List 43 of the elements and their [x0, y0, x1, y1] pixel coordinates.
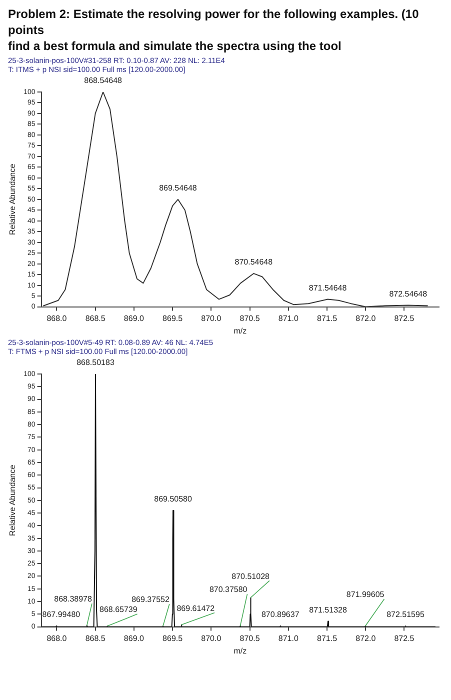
annotation: 871.99605	[346, 590, 385, 600]
annotation: 872.51595	[386, 610, 425, 620]
x-tick-label: 870.5	[240, 634, 260, 643]
annotation: 868.38978	[54, 594, 93, 604]
x-tick-label: 868.5	[85, 634, 106, 643]
x-tick-label: 871.5	[317, 634, 338, 643]
annotation: 870.89637	[261, 610, 300, 620]
y-axis-title: Relative Abundance	[8, 163, 18, 235]
x-axis-title: m/z	[234, 326, 247, 336]
x-tick-label: 870.0	[201, 634, 222, 643]
x-tick-label: 871.5	[317, 314, 338, 323]
annotation: 869.50580	[154, 494, 192, 504]
x-tick-label: 869.5	[162, 634, 184, 643]
annotation: 869.54648	[159, 184, 198, 193]
annotation: 870.37580	[209, 585, 248, 594]
annotation: 871.51328	[309, 605, 348, 614]
x-tick-label: 869.0	[124, 314, 145, 323]
x-tick-label: 868.0	[46, 314, 68, 323]
annotation: 870.51028	[232, 572, 270, 581]
annotation: 870.54648	[234, 258, 274, 267]
x-tick-label: 868.5	[85, 314, 106, 323]
annotation: 868.54648	[84, 76, 123, 86]
x-tick-label: 872.5	[394, 314, 415, 323]
x-tick-label: 870.0	[201, 314, 222, 323]
x-tick-label: 870.5	[240, 314, 260, 323]
x-axis-title: m/z	[234, 646, 247, 656]
text: find a best formula and simulate the spectra using the tool	[7, 38, 342, 54]
x-tick-label: 872.5	[394, 634, 415, 643]
x-tick-label: 869.5	[162, 314, 184, 323]
x-tick-label: 872.0	[356, 314, 376, 323]
x-tick-label: 868.0	[46, 634, 68, 643]
annotation: 867.99480	[42, 610, 81, 620]
x-tick-label: 871.0	[278, 634, 299, 643]
annotation: 868.65739	[99, 605, 138, 614]
x-tick-label: 872.0	[356, 634, 376, 643]
annotation: 869.37552	[132, 595, 170, 604]
annotation: 872.54648	[389, 290, 428, 298]
y-axis-title: Relative Abundance	[8, 464, 18, 536]
x-tick-label: 871.0	[278, 314, 299, 323]
x-tick-label: 869.0	[124, 634, 145, 643]
annotation: 868.50183	[76, 358, 115, 368]
annotation: 869.61472	[176, 604, 216, 613]
annotation: 871.54648	[308, 283, 348, 292]
